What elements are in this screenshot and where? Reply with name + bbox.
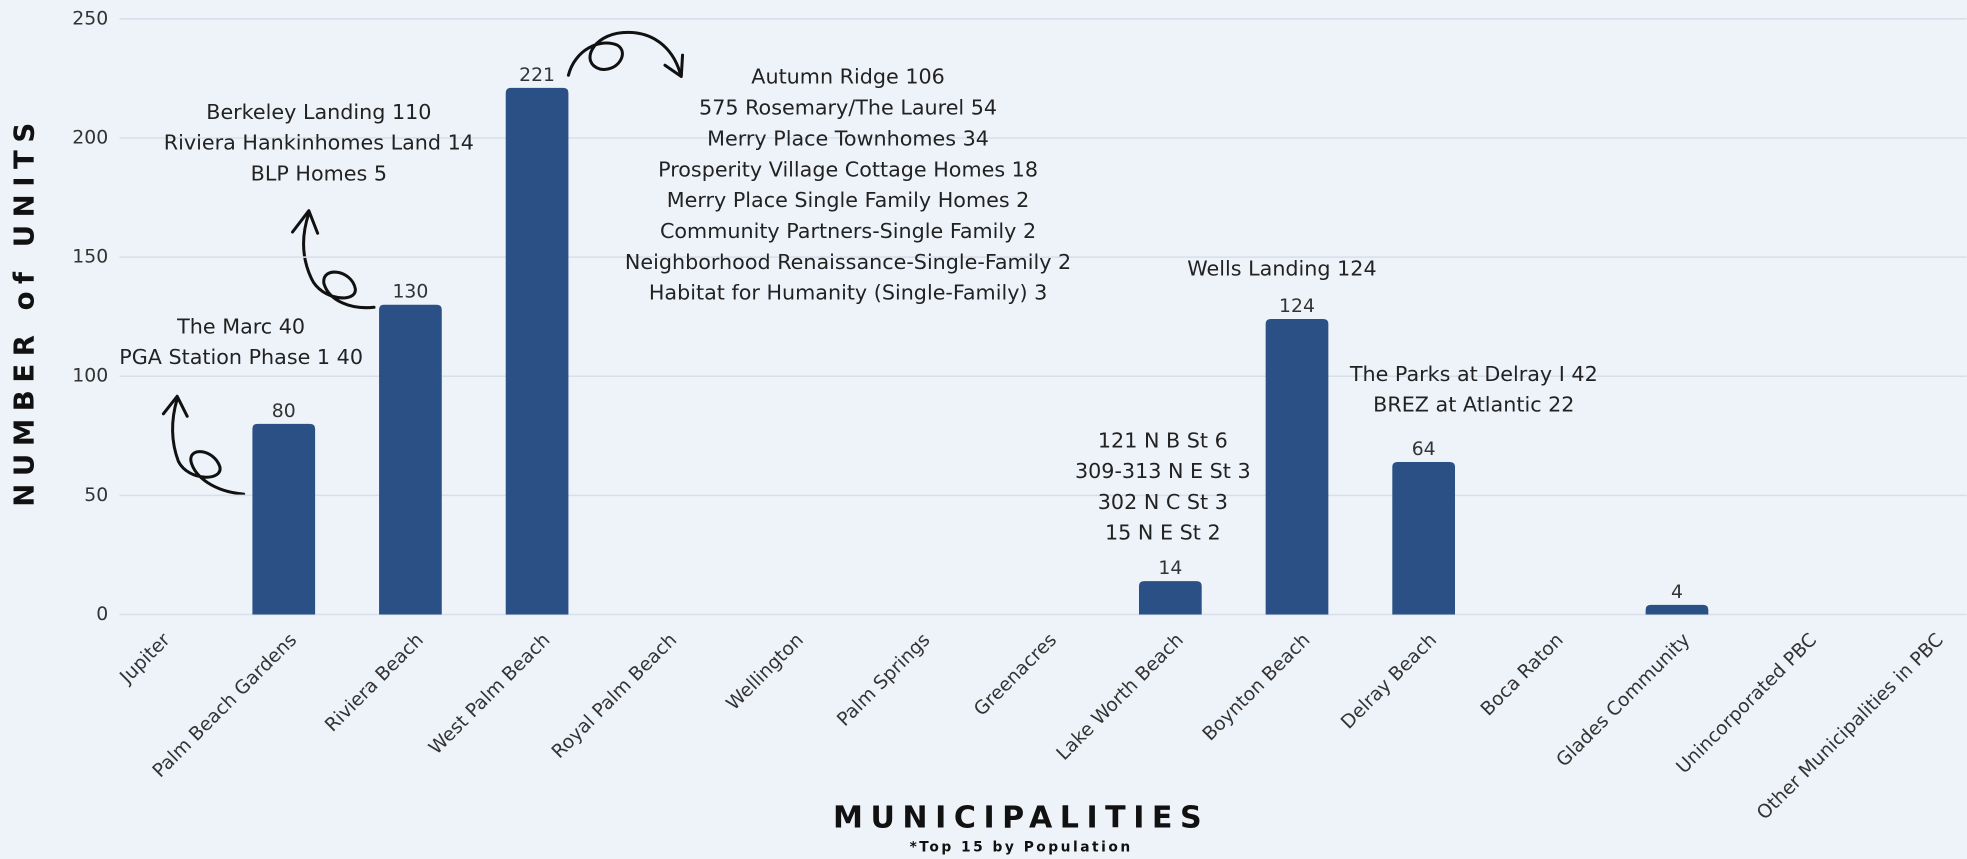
annotation: 302 N C St 3 xyxy=(1098,490,1228,514)
value-label: 124 xyxy=(1279,296,1315,317)
y-tick-label: 250 xyxy=(72,8,108,29)
annotation: 15 N E St 2 xyxy=(1105,521,1221,545)
annotation: Neighborhood Renaissance-Single-Family 2 xyxy=(625,250,1071,274)
bar xyxy=(252,423,316,615)
x-axis-title: MUNICIPALITIES xyxy=(833,800,1209,835)
bar xyxy=(1392,461,1456,615)
annotation: Community Partners-Single Family 2 xyxy=(660,219,1036,243)
arrows xyxy=(161,30,685,496)
arrow xyxy=(301,211,376,310)
y-tick-label: 50 xyxy=(84,485,108,506)
y-tick-label: 150 xyxy=(72,247,108,268)
annotation: PGA Station Phase 1 40 xyxy=(119,345,363,369)
bar xyxy=(1645,604,1709,615)
value-label: 14 xyxy=(1158,558,1182,579)
annotation: Berkeley Landing 110 xyxy=(206,100,431,124)
bar xyxy=(1265,319,1329,615)
arrow-head xyxy=(161,394,189,418)
annotation: BREZ at Atlantic 22 xyxy=(1373,393,1574,417)
y-tick-label: 100 xyxy=(72,366,108,387)
annotation: 575 Rosemary/The Laurel 54 xyxy=(699,96,997,120)
arrow xyxy=(566,30,682,77)
arrow-head xyxy=(663,53,685,78)
y-tick-label: 200 xyxy=(72,127,108,148)
annotation: 121 N B St 6 xyxy=(1098,428,1228,452)
annotation: The Parks at Delray I 42 xyxy=(1349,362,1598,386)
arrow-head xyxy=(291,209,320,235)
value-label: 130 xyxy=(392,282,428,303)
y-tick-label: 0 xyxy=(96,604,108,625)
annotation: Riviera Hankinhomes Land 14 xyxy=(164,131,474,155)
arrow xyxy=(171,397,246,496)
y-axis-title: NUMBER of UNITS xyxy=(7,115,40,506)
annotation: BLP Homes 5 xyxy=(251,161,387,185)
value-label: 221 xyxy=(519,65,555,86)
bar xyxy=(505,87,569,615)
value-label: 80 xyxy=(272,401,296,422)
annotation: Prosperity Village Cottage Homes 18 xyxy=(658,157,1038,181)
annotation: Wells Landing 124 xyxy=(1187,257,1376,281)
note: *Top 15 by Population xyxy=(910,840,1133,856)
value-label: 64 xyxy=(1412,439,1436,460)
annotation: Merry Place Single Family Homes 2 xyxy=(667,188,1030,212)
annotation: The Marc 40 xyxy=(176,314,305,338)
annotation: 309-313 N E St 3 xyxy=(1075,459,1251,483)
value-label: 4 xyxy=(1671,582,1683,603)
bar xyxy=(379,304,442,615)
annotation: Merry Place Townhomes 34 xyxy=(707,126,989,150)
bar xyxy=(1138,581,1202,615)
annotation: Autumn Ridge 106 xyxy=(751,65,945,89)
annotation: Habitat for Humanity (Single-Family) 3 xyxy=(649,281,1047,305)
